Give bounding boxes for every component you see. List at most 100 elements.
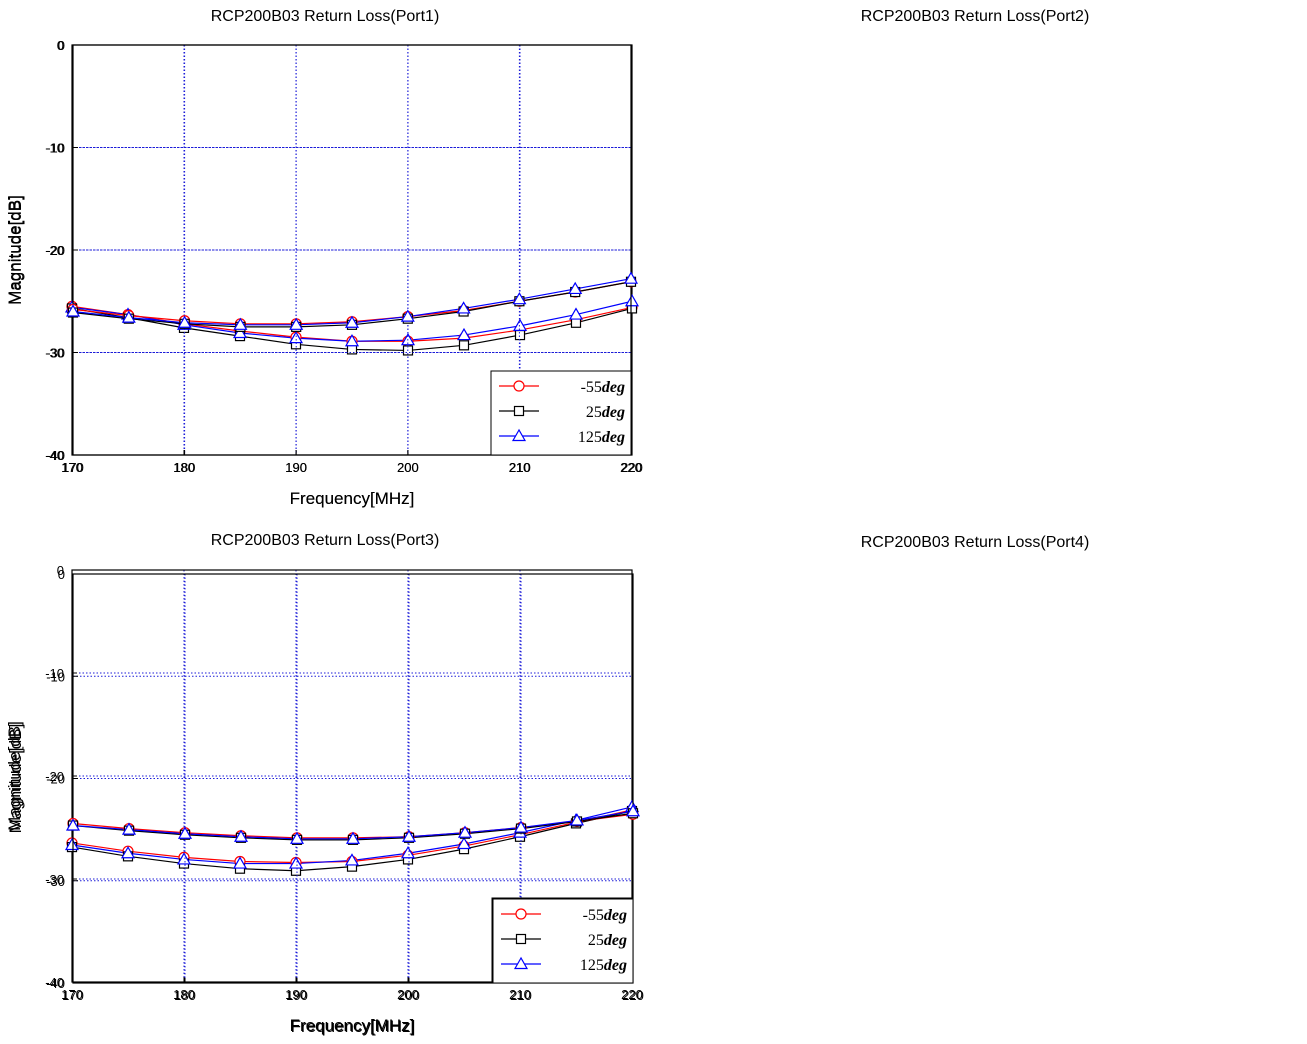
x-tick-label: 180 <box>173 987 195 1002</box>
y-tick-label: -30 <box>45 346 64 361</box>
legend-label: -55deg <box>583 907 627 924</box>
y-axis-label: Magnitude[dB] <box>6 195 25 305</box>
y-axis-label: Magnitude[dB] <box>5 721 24 831</box>
data-point <box>65 818 81 831</box>
y-tick-label: -10 <box>45 141 64 156</box>
data-point <box>233 317 248 330</box>
x-tick-label: 180 <box>173 460 195 475</box>
x-tick-label: 190 <box>285 460 307 475</box>
data-point <box>512 318 528 331</box>
data-point <box>233 829 249 842</box>
legend-label: 125deg <box>580 957 627 974</box>
legend-series-unit: deg <box>604 957 627 974</box>
data-point <box>456 301 471 314</box>
data-point <box>177 826 193 839</box>
legend-series-name: 125 <box>578 429 602 446</box>
chart-svg: 170 180 190 200 210 220 0 -10 -20 -30 -40 Frequency… <box>6 38 642 508</box>
data-point <box>568 307 584 320</box>
data-point <box>456 327 472 341</box>
data-point <box>121 310 136 323</box>
y-tick-label: -10 <box>46 141 65 156</box>
x-tick-label: 170 <box>62 460 84 475</box>
data-point <box>569 813 585 826</box>
y-tick-label: 0 <box>57 563 64 578</box>
x-tick-label: 200 <box>398 988 420 1003</box>
chart-title: RCP200B03 Return Loss(Port2) <box>860 8 1090 25</box>
y-tick-label: -20 <box>45 243 64 258</box>
data-point <box>456 836 472 850</box>
legend-label: 125deg <box>578 429 625 446</box>
data-point <box>177 315 192 328</box>
data-point <box>64 837 80 851</box>
data-point <box>176 852 192 865</box>
legend-series-name: -55 <box>581 379 602 396</box>
y-tick-label: -40 <box>45 975 64 990</box>
data-point <box>512 291 527 305</box>
x-tick-label: 220 <box>621 987 643 1002</box>
data-point <box>289 831 305 844</box>
x-tick-label: 170 <box>61 987 83 1002</box>
y-axis-label: Magnitude[dB] <box>5 195 24 305</box>
y-tick-label: 0 <box>57 38 64 53</box>
data-point <box>625 804 641 817</box>
legend-series-name: 25 <box>586 404 602 421</box>
x-tick-label: 190 <box>285 460 307 475</box>
y-tick-label: -30 <box>46 874 65 889</box>
x-tick-label: 200 <box>397 987 419 1002</box>
y-tick-label: 0 <box>58 567 65 582</box>
x-tick-label: 210 <box>509 460 531 475</box>
data-point <box>623 271 639 284</box>
data-point <box>288 856 304 869</box>
data-point <box>120 846 136 859</box>
data-point <box>344 334 360 347</box>
data-point <box>624 294 640 307</box>
legend-series-unit: deg <box>604 907 627 924</box>
data-point <box>232 856 248 869</box>
legend-series-name: 25 <box>588 932 604 949</box>
legend-series-unit: deg <box>602 379 625 396</box>
data-point <box>568 281 583 295</box>
legend-label: -55deg <box>581 379 625 396</box>
chart-svg: 170 180 190 200 210 220 0 -10 -20 -30 -40 Frequency… <box>6 567 644 1036</box>
data-point <box>344 853 360 866</box>
x-tick-label: 200 <box>397 460 419 475</box>
y-tick-label: -10 <box>45 666 64 681</box>
legend-marker <box>515 908 527 920</box>
y-tick-label: -20 <box>46 772 65 787</box>
x-axis-label: Frequency[MHz] <box>290 489 415 508</box>
y-axis-label: Magnitude[dB] <box>6 724 25 834</box>
chart-title: RCP200B03 Return Loss(Port1) <box>210 8 440 25</box>
y-tick-label: -30 <box>45 872 64 887</box>
legend-series-name: 125 <box>580 957 604 974</box>
x-tick-label: 210 <box>509 460 531 475</box>
y-tick-label: -40 <box>45 448 64 463</box>
data-point <box>344 315 360 328</box>
y-tick-label: -40 <box>46 976 65 991</box>
x-tick-label: 180 <box>174 988 196 1003</box>
chart-title: RCP200B03 Return Loss(Port4) <box>860 534 1090 551</box>
data-point <box>458 340 470 351</box>
data-point <box>345 831 361 844</box>
legend-marker <box>513 405 525 417</box>
x-tick-label: 190 <box>286 988 308 1003</box>
data-point <box>400 846 416 859</box>
x-tick-label: 210 <box>509 987 531 1002</box>
y-tick-label: -30 <box>46 346 65 361</box>
data-point <box>232 325 248 339</box>
y-tick-label: 0 <box>58 38 65 53</box>
x-tick-label: 220 <box>622 988 644 1003</box>
x-axis-label: Frequency[MHz] <box>290 1016 415 1035</box>
legend-series-name: -55 <box>583 907 604 924</box>
data-point <box>121 822 137 835</box>
data-point <box>514 329 526 341</box>
legend-marker <box>513 956 529 970</box>
chart-panel-port2: RCP200B03 Return Loss(Port2) 170 180 190 20… <box>6 0 1305 522</box>
data-point <box>65 304 81 317</box>
data-point <box>401 829 417 842</box>
x-tick-label: 220 <box>621 460 643 475</box>
legend-label: 25deg <box>586 404 625 421</box>
x-tick-label: 210 <box>510 988 532 1003</box>
x-tick-label: 170 <box>61 460 83 475</box>
x-tick-label: 200 <box>397 460 419 475</box>
x-axis-label: Frequency[MHz] <box>290 489 415 508</box>
